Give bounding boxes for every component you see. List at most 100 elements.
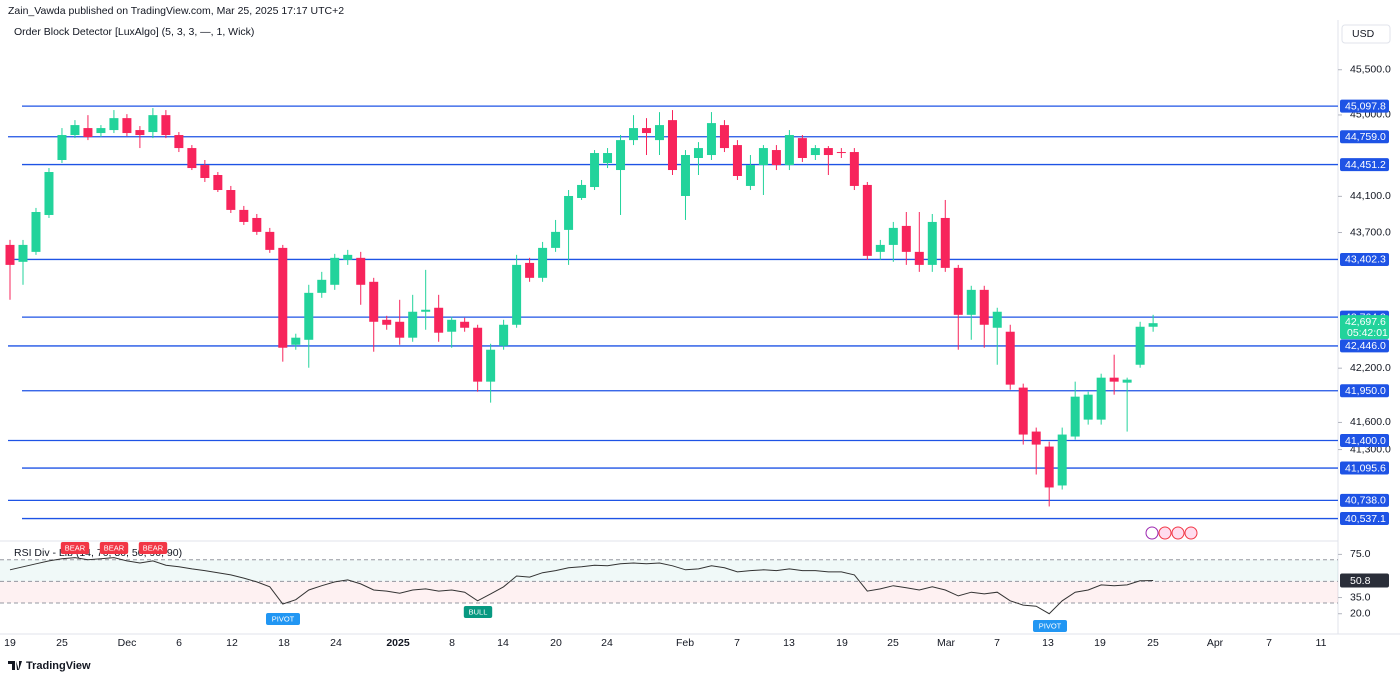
level-label: 41,095.6 [1345,462,1386,474]
x-tick-label: 18 [278,637,290,649]
signal-label: BULL [469,607,488,616]
y-tick-label: 44,100.0 [1350,190,1391,202]
x-tick-label: 19 [4,637,16,649]
indicator-label: Order Block Detector [LuxAlgo] (5, 3, 3,… [14,26,254,38]
event-icon[interactable] [1158,526,1172,540]
level-label: 42,446.0 [1345,340,1386,352]
rsi-band-upper [0,559,1338,582]
x-tick-label: 7 [994,637,1000,649]
x-tick-label: 7 [1266,637,1272,649]
candle-body [122,118,132,134]
candle-body [940,217,950,268]
candle-body [603,153,613,163]
level-label: 43,402.3 [1345,254,1386,266]
x-tick-label: 24 [601,637,613,649]
candle-body [771,150,781,166]
candle-body [31,211,41,252]
candle-body [499,324,509,346]
candle-body [109,118,119,131]
candle-body [96,128,106,134]
x-tick-label: 19 [1094,637,1106,649]
candle-body [823,148,833,156]
candle-body [1109,377,1119,382]
candle-body [1122,379,1132,383]
candle-body [148,115,158,133]
candle-body [1005,331,1015,385]
candle-body [538,247,548,278]
level-label-box [1340,384,1389,398]
x-tick-label: Apr [1207,637,1224,649]
signal-label: BEAR [143,543,164,552]
candle-body [83,128,93,138]
candle-body [797,138,807,159]
candle-body [914,251,924,265]
candle-body [564,195,574,230]
candle-body [810,148,820,156]
candle-body [473,327,483,382]
candle-body [758,148,768,166]
candle-body [252,217,262,232]
level-label-box [1340,130,1389,144]
candle-body [1083,394,1093,420]
candle-body [187,148,197,169]
candle-body [434,307,444,333]
candle-body [979,289,989,325]
level-label-box [1340,99,1389,113]
candle-body [135,130,145,136]
level-label: 45,097.8 [1345,100,1386,112]
rsi-band-lower [0,581,1338,603]
candle-body [577,184,587,198]
logo [8,661,22,670]
candle-body [966,289,976,315]
candle-body [278,247,288,348]
candle-body [226,190,236,210]
event-icons[interactable] [1145,526,1198,540]
signal-box [266,613,300,625]
signal-box [138,542,168,554]
signal-label: PIVOT [1039,621,1062,630]
event-icon[interactable] [1145,526,1159,540]
signal-label: BEAR [104,543,125,552]
y-tick-label: 42,200.0 [1350,362,1391,374]
x-tick-label: 14 [497,637,509,649]
rsi-tick-label: 35.0 [1350,591,1371,603]
x-tick-label: 6 [176,637,182,649]
x-tick-label: Feb [676,637,694,649]
candle-body [291,337,301,345]
event-icon[interactable] [1184,526,1198,540]
candle-body [213,175,223,191]
currency-box[interactable] [1341,24,1391,44]
candle-body [161,115,171,136]
candle-body [927,221,937,265]
event-icon[interactable] [1171,526,1185,540]
candle-body [590,153,600,188]
candle-body [382,319,392,325]
candle-body [174,135,184,149]
level-label-box [1340,461,1389,475]
candle-body [655,125,664,141]
signal-label: BEAR [65,543,86,552]
candle-body [1031,431,1041,445]
x-tick-label: 12 [226,637,238,649]
candle-body [18,244,28,262]
candle-body [616,140,626,171]
header: Zain_Vawda published on TradingView.com,… [8,5,344,17]
candle-body [1018,387,1028,435]
candle-body [512,264,522,325]
signal-box [1033,620,1067,632]
candle-body [680,155,690,196]
currency: USD [1352,28,1375,40]
level-label: 44,759.0 [1345,131,1386,143]
candle-body [1096,377,1106,420]
y-tick-label: 41,600.0 [1350,416,1391,428]
candle-body [784,135,794,166]
level-label-box [1340,493,1389,507]
level-label: 40,537.1 [1345,513,1386,525]
candle-body [836,152,846,154]
level-label: 41,400.0 [1345,435,1386,447]
level-label-box [1340,512,1389,526]
candle-body [706,123,716,156]
countdown: 05:42:01 [1347,327,1388,339]
